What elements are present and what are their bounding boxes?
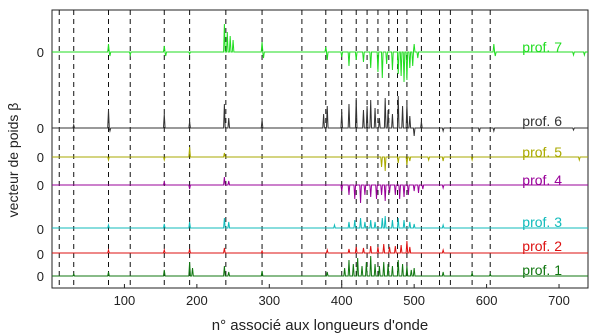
- series-label: prof. 6: [522, 113, 562, 129]
- x-tick-label: 600: [476, 293, 498, 308]
- series-trace: [52, 146, 588, 172]
- x-tick-label: 300: [258, 293, 280, 308]
- zero-tick-label: 0: [37, 150, 44, 165]
- x-tick-label: 500: [403, 293, 425, 308]
- series-trace: [52, 23, 588, 83]
- series-label: prof. 2: [522, 238, 562, 254]
- series-trace: [52, 176, 588, 204]
- plot-frame: [51, 9, 589, 289]
- series-trace: [52, 95, 588, 137]
- zero-tick-label: 0: [37, 121, 44, 136]
- x-tick-label: 200: [186, 293, 208, 308]
- series-label: prof. 7: [522, 39, 562, 55]
- series-label: prof. 4: [522, 172, 562, 188]
- zero-tick-label: 0: [37, 269, 44, 284]
- series-label: prof. 5: [522, 144, 562, 160]
- x-tick-label: 700: [548, 293, 570, 308]
- zero-tick-label: 0: [37, 45, 44, 60]
- y-axis-label: vecteur de poids β: [5, 103, 21, 218]
- zero-tick-label: 0: [37, 178, 44, 193]
- x-tick-label: 400: [331, 293, 353, 308]
- zero-tick-label: 0: [37, 247, 44, 262]
- x-axis-label: n° associé aux longueurs d'onde: [212, 317, 429, 334]
- series-traces: [52, 23, 588, 277]
- plot-border: [51, 9, 589, 289]
- x-axis-ticks: 100 200 300 400 500 600 700: [114, 284, 570, 308]
- series-trace: [52, 255, 588, 277]
- zero-tick-label: 0: [37, 222, 44, 237]
- series-label: prof. 1: [522, 262, 562, 278]
- series-labels: prof. 7 prof. 6 prof. 5 prof. 4 prof. 3 prof.…: [522, 39, 562, 278]
- x-tick-label: 100: [114, 293, 136, 308]
- series-trace: [52, 215, 588, 229]
- series-trace: [52, 240, 588, 254]
- zero-labels: 0 0 0 0 0 0 0: [37, 45, 44, 284]
- series-label: prof. 3: [522, 214, 562, 230]
